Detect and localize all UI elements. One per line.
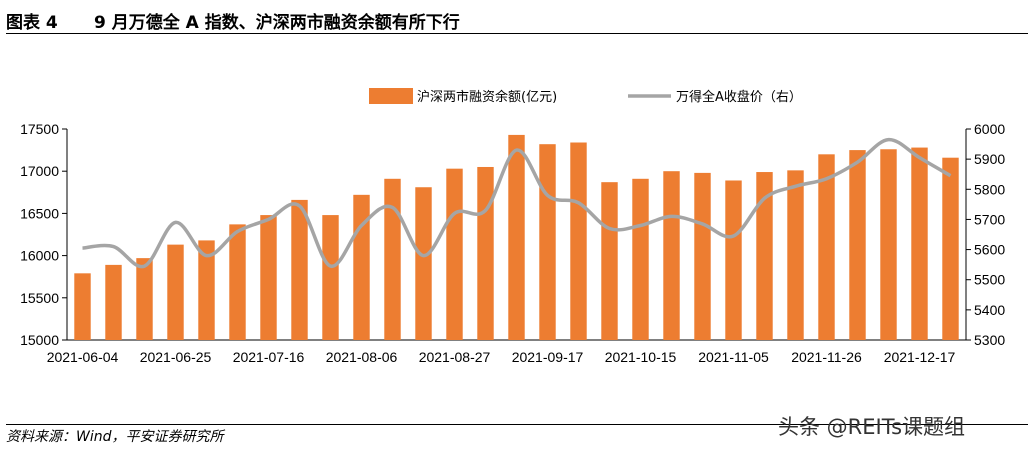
footer-rule [6, 424, 1028, 425]
x-tick-label: 2021-10-15 [605, 349, 677, 365]
y-left-tick-label: 16500 [20, 205, 59, 221]
y-right-tick-label: 5800 [974, 181, 1005, 197]
x-tick-label: 2021-11-05 [698, 349, 769, 365]
y-right-tick-label: 5900 [974, 151, 1005, 167]
header-rule [6, 33, 1028, 34]
y-right-tick-label: 5400 [974, 302, 1005, 318]
bar [198, 240, 215, 340]
bar [136, 258, 153, 340]
bar [818, 154, 835, 340]
y-left-tick-label: 15500 [20, 290, 59, 306]
index-line [82, 137, 952, 269]
bar [570, 142, 587, 340]
bar [446, 168, 463, 340]
source-note: 资料来源：Wind，平安证券研究所 [6, 429, 224, 445]
bar [322, 215, 339, 340]
x-tick-label: 2021-11-26 [791, 349, 862, 365]
figure-header: 图表 4 9 月万德全 A 指数、沪深两市融资余额有所下行 [6, 6, 1028, 33]
bar [942, 157, 959, 340]
bar [787, 170, 804, 340]
bar [539, 144, 556, 340]
legend-bar-label: 沪深两市融资余额(亿元) [417, 89, 557, 105]
figure-title: 9 月万德全 A 指数、沪深两市融资余额有所下行 [94, 13, 460, 33]
bar [601, 182, 618, 340]
y-left-tick-label: 15000 [20, 332, 59, 348]
legend-bar-swatch [369, 88, 413, 104]
bar [663, 171, 680, 340]
bar [632, 178, 649, 340]
bar [756, 172, 773, 340]
x-tick-label: 2021-08-06 [326, 349, 398, 365]
x-tick-label: 2021-07-16 [233, 349, 305, 365]
bar [229, 224, 246, 340]
bar [167, 244, 184, 340]
bar [291, 199, 308, 340]
y-right-tick-label: 6000 [974, 121, 1005, 137]
bar [415, 187, 432, 340]
y-right-tick-label: 5500 [974, 272, 1005, 288]
legend-line-label: 万得全A收盘价（右） [676, 89, 802, 105]
y-right-tick-label: 5300 [974, 332, 1005, 348]
y-right-tick-label: 5700 [974, 211, 1005, 227]
bar [384, 178, 401, 340]
x-tick-label: 2021-06-04 [47, 349, 119, 365]
x-tick-label: 2021-09-17 [512, 349, 584, 365]
y-right-tick-label: 5600 [974, 242, 1005, 258]
x-tick-label: 2021-08-27 [419, 349, 491, 365]
bar [477, 166, 494, 340]
x-tick-label: 2021-06-25 [140, 349, 212, 365]
bar [694, 172, 711, 340]
figure-label: 图表 4 [6, 13, 58, 33]
bar [508, 134, 525, 340]
bar [849, 150, 866, 340]
y-left-tick-label: 16000 [20, 248, 59, 264]
watermark: 头条 @REITs课题组 [778, 415, 966, 439]
y-left-tick-label: 17000 [20, 163, 59, 179]
bar [880, 149, 897, 340]
bar [353, 194, 370, 340]
y-left-tick-label: 17500 [20, 121, 59, 137]
x-tick-label: 2021-12-17 [884, 349, 956, 365]
bar [74, 273, 91, 340]
bar [725, 180, 742, 340]
bar [105, 264, 122, 340]
bar [911, 147, 928, 340]
bar [260, 215, 277, 340]
